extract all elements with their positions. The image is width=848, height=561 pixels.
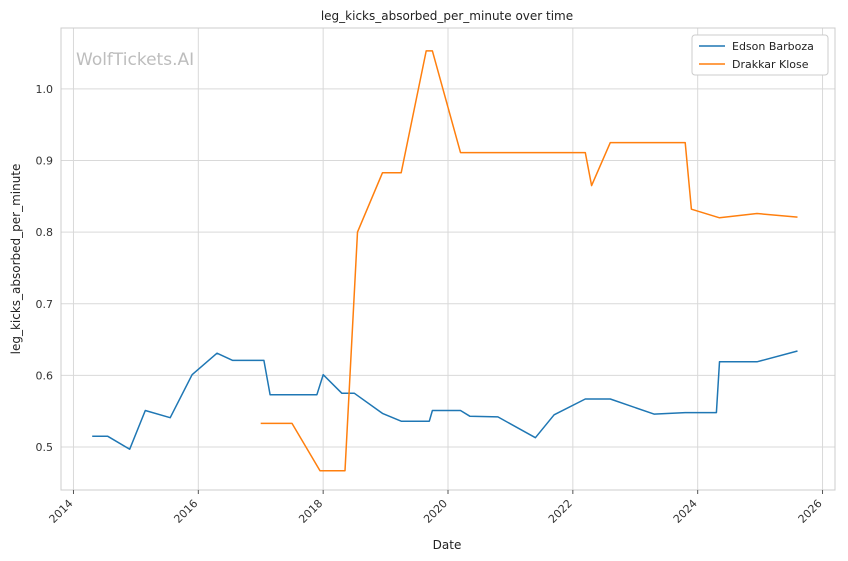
x-tick-label: 2014: [47, 497, 76, 526]
series-layer: [92, 50, 798, 472]
y-tick-label: 0.6: [36, 369, 54, 382]
y-axis-label: leg_kicks_absorbed_per_minute: [9, 164, 23, 355]
x-tick-label: 2016: [171, 497, 200, 526]
x-tick-label: 2022: [546, 497, 575, 526]
grid: [61, 28, 835, 490]
chart-title: leg_kicks_absorbed_per_minute over time: [321, 9, 573, 23]
x-tick-label: 2018: [296, 497, 325, 526]
x-axis-label: Date: [433, 538, 462, 552]
legend-label-edson-barboza: Edson Barboza: [732, 40, 814, 53]
x-tick-label: 2026: [796, 497, 825, 526]
y-tick-label: 0.5: [36, 441, 54, 454]
tick-labels: 0.5 0.6 0.7 0.8 0.9 1.0 2014 2016 2018 2020 2022 20…: [36, 83, 825, 526]
y-tick-label: 0.8: [36, 226, 54, 239]
legend: Edson Barboza Drakkar Klose: [691, 34, 829, 76]
x-tick-label: 2020: [421, 497, 450, 526]
y-tick-label: 0.7: [36, 298, 54, 311]
legend-label-drakkar-klose: Drakkar Klose: [732, 58, 809, 71]
y-tick-label: 1.0: [36, 83, 54, 96]
series-line-drakkar-klose: [260, 50, 798, 472]
legend-box: [691, 34, 829, 76]
x-tick-label: 2024: [671, 497, 700, 526]
series-line-edson-barboza: [92, 350, 798, 450]
watermark: WolfTickets.AI: [76, 50, 194, 70]
y-tick-label: 0.9: [36, 155, 54, 168]
